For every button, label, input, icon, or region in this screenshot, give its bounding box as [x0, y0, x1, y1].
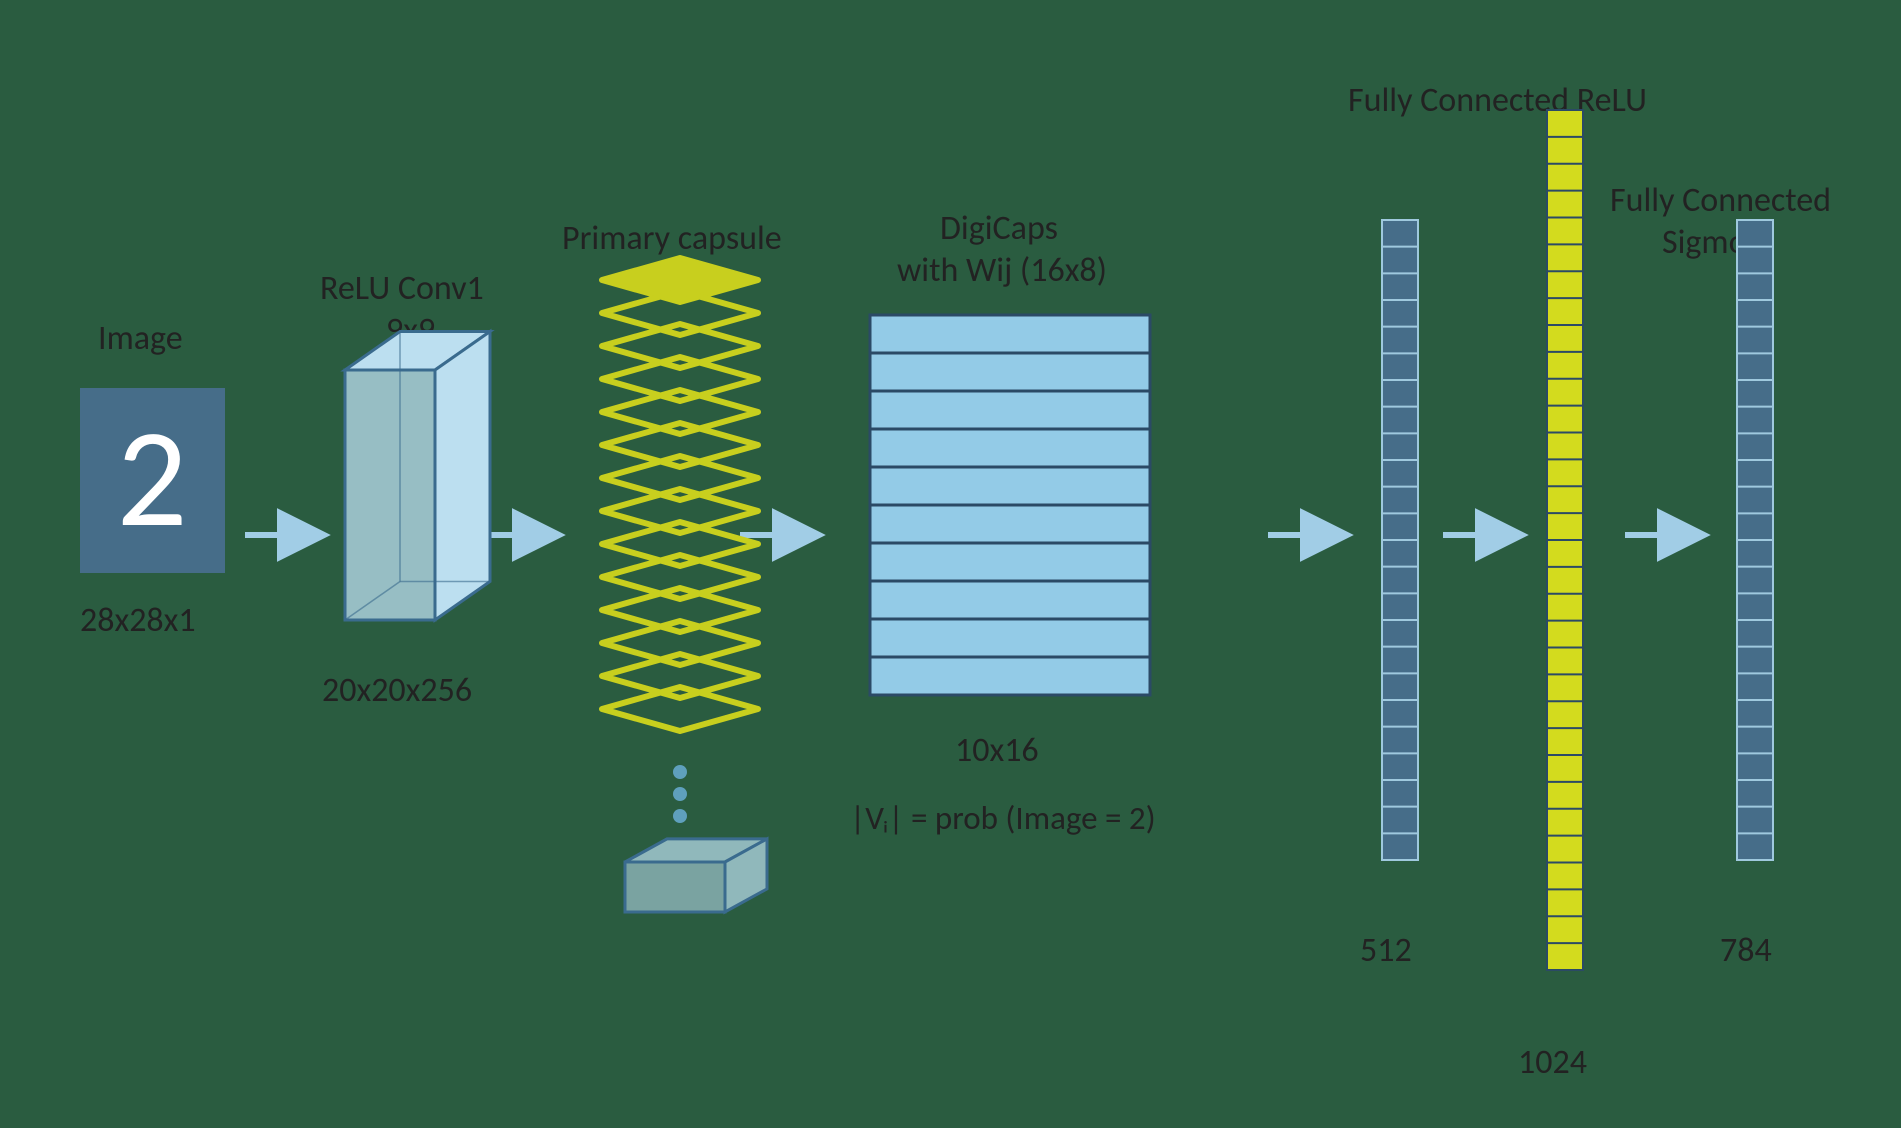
ellipsis-dot [673, 787, 687, 801]
capsule-layer-icon [602, 654, 758, 698]
capsule-layer-icon [602, 522, 758, 566]
capsule-layer-icon [602, 687, 758, 731]
capsule-layer-icon [602, 258, 758, 302]
capsule-layer-icon [602, 390, 758, 434]
capsule-layer-icon [602, 555, 758, 599]
capsule-layer-icon [602, 489, 758, 533]
diagram-svg: 2 [0, 0, 1901, 1128]
input-digit: 2 [117, 392, 188, 563]
capsule-layer-icon [602, 324, 758, 368]
capsule-layer-icon [602, 621, 758, 665]
capsule-layer-icon [602, 357, 758, 401]
ellipsis-dot [673, 809, 687, 823]
ellipsis-dot [673, 765, 687, 779]
capsule-layer-icon [602, 588, 758, 632]
capsule-layer-icon [602, 456, 758, 500]
capsule-layer-icon [602, 423, 758, 467]
